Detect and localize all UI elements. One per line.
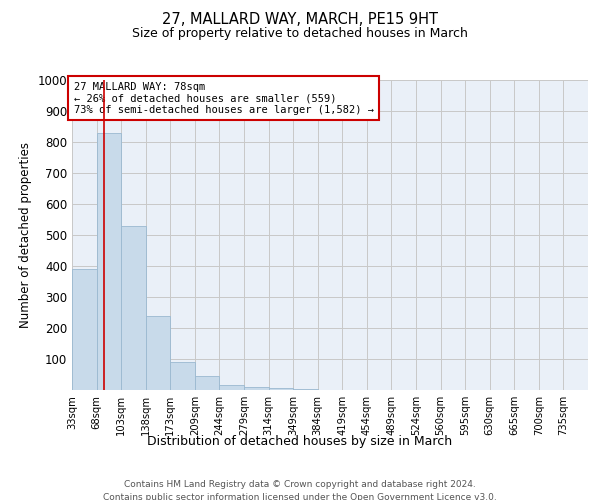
Bar — [72, 269, 97, 390]
Text: 27, MALLARD WAY, MARCH, PE15 9HT: 27, MALLARD WAY, MARCH, PE15 9HT — [162, 12, 438, 28]
Bar — [195, 376, 220, 390]
Text: 27 MALLARD WAY: 78sqm
← 26% of detached houses are smaller (559)
73% of semi-det: 27 MALLARD WAY: 78sqm ← 26% of detached … — [74, 82, 374, 115]
Text: Size of property relative to detached houses in March: Size of property relative to detached ho… — [132, 28, 468, 40]
Bar — [269, 388, 293, 390]
Y-axis label: Number of detached properties: Number of detached properties — [19, 142, 32, 328]
Bar — [220, 386, 244, 390]
Bar — [244, 387, 269, 390]
Bar — [121, 226, 146, 390]
Text: Contains public sector information licensed under the Open Government Licence v3: Contains public sector information licen… — [103, 492, 497, 500]
Text: Distribution of detached houses by size in March: Distribution of detached houses by size … — [148, 435, 452, 448]
Bar — [146, 316, 170, 390]
Text: Contains HM Land Registry data © Crown copyright and database right 2024.: Contains HM Land Registry data © Crown c… — [124, 480, 476, 489]
Bar — [97, 132, 121, 390]
Bar — [170, 362, 195, 390]
